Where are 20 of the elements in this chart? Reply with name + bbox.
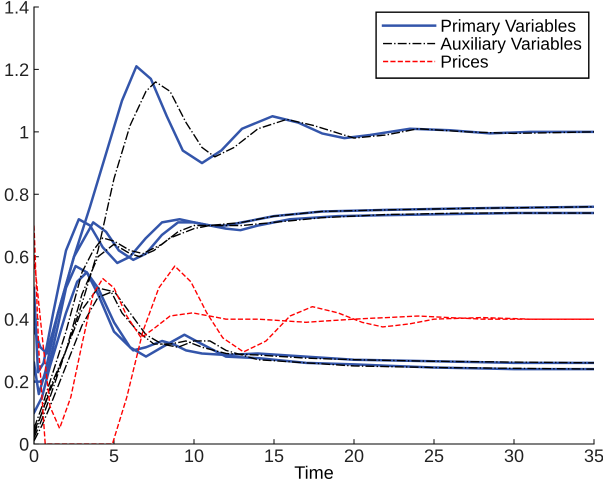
y-tick-label: 0.6	[4, 250, 28, 264]
legend-label: Prices	[442, 54, 488, 68]
x-tick-label: 15	[265, 450, 284, 462]
y-tick-label: 0	[20, 438, 28, 451]
y-tick-label: 1.2	[5, 63, 28, 76]
x-tick-label: 0	[30, 449, 38, 462]
legend-label: Auxiliary Variables	[440, 37, 582, 54]
legend-label: Primary Variables	[442, 19, 576, 36]
y-tick-label: 0.2	[4, 376, 28, 388]
x-tick-label: 25	[424, 449, 444, 462]
x-tick-label: 20	[344, 449, 364, 462]
x-tick-label: 35	[584, 449, 603, 462]
y-tick-label: 0.8	[4, 188, 28, 202]
x-axis-title: Time	[294, 466, 333, 479]
x-tick-label: 10	[185, 449, 204, 462]
x-tick-label: 30	[504, 449, 524, 462]
y-tick-label: 1.4	[5, 1, 29, 14]
y-tick-label: 1	[20, 126, 28, 138]
y-tick-label: 0.4	[4, 313, 29, 326]
x-tick-label: 5	[110, 450, 118, 462]
